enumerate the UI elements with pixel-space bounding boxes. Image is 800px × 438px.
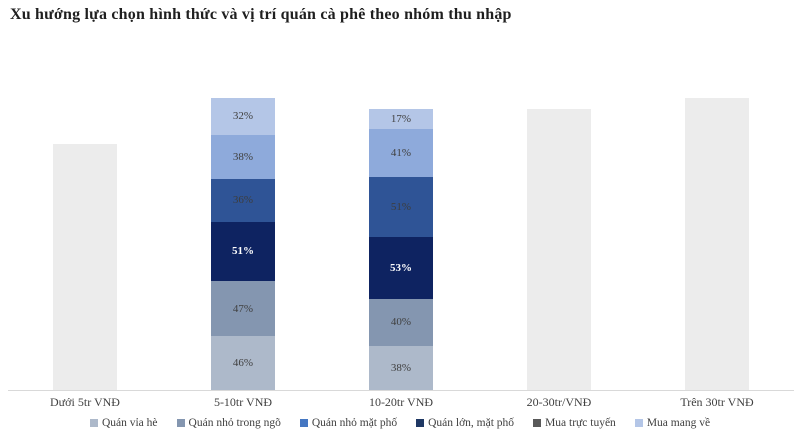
legend-item: Quán vỉa hè bbox=[89, 417, 158, 429]
bar-segment: 36% bbox=[211, 179, 275, 222]
bar-segment: 32% bbox=[211, 97, 275, 135]
legend-label: Quán nhỏ trong ngõ bbox=[188, 417, 281, 429]
x-axis-line bbox=[8, 390, 794, 391]
chart-legend: Quán vỉa hè Quán nhỏ trong ngõ Quán nhỏ mặ… bbox=[0, 417, 800, 429]
bar-segment: 53% bbox=[369, 236, 433, 299]
placeholder-bar-segment bbox=[53, 144, 117, 390]
bar-3: 38% 40% 53% 51% 41% 17% bbox=[369, 109, 433, 390]
bar-4 bbox=[527, 109, 591, 390]
bar-segment: 38% bbox=[211, 134, 275, 180]
legend-item: Quán nhỏ mặt phố bbox=[299, 417, 398, 429]
plot-area: 46% 47% 51% 36% 38% 32% 38% 40% 53% 51% 41% 17% bbox=[6, 90, 796, 390]
legend-swatch-icon bbox=[533, 419, 542, 427]
legend-swatch-icon bbox=[176, 419, 185, 427]
bar-1 bbox=[53, 144, 117, 390]
bar-2: 46% 47% 51% 36% 38% 32% bbox=[211, 97, 275, 390]
bar-5 bbox=[685, 97, 749, 390]
bar-segment: 51% bbox=[369, 177, 433, 237]
bar-segment: 41% bbox=[369, 129, 433, 178]
legend-swatch-icon bbox=[634, 419, 643, 427]
legend-item: Quán lớn, mặt phố bbox=[416, 417, 514, 429]
bar-segment: 40% bbox=[369, 298, 433, 346]
x-axis-label: 10-20tr VNĐ bbox=[368, 395, 434, 409]
legend-label: Mua trực tuyến bbox=[545, 417, 616, 429]
legend-label: Quán nhỏ mặt phố bbox=[311, 417, 398, 429]
bar-segment: 46% bbox=[211, 336, 275, 390]
legend-item: Quán nhỏ trong ngõ bbox=[176, 417, 281, 429]
category-column bbox=[6, 90, 164, 390]
category-column: 46% 47% 51% 36% 38% 32% bbox=[164, 90, 322, 390]
legend-swatch-icon bbox=[299, 419, 308, 427]
legend-item: Mua mang về bbox=[634, 417, 711, 429]
bar-segment: 17% bbox=[369, 109, 433, 130]
category-column bbox=[480, 90, 638, 390]
x-axis-label: 20-30tr/VNĐ bbox=[526, 395, 592, 409]
category-column bbox=[638, 90, 796, 390]
legend-label: Mua mang về bbox=[646, 417, 711, 429]
x-axis-labels: Dưới 5tr VNĐ 5-10tr VNĐ 10-20tr VNĐ 20-30tr… bbox=[6, 395, 796, 410]
bar-segment: 51% bbox=[211, 221, 275, 282]
bar-segment: 38% bbox=[369, 345, 433, 390]
x-axis-label: Dưới 5tr VNĐ bbox=[50, 395, 120, 409]
legend-label: Quán vỉa hè bbox=[101, 417, 158, 429]
x-axis-label: Trên 30tr VNĐ bbox=[680, 395, 754, 409]
legend-item: Mua trực tuyến bbox=[533, 417, 616, 429]
legend-swatch-icon bbox=[89, 419, 98, 427]
chart-title: Xu hướng lựa chọn hình thức và vị trí qu… bbox=[10, 6, 512, 23]
legend-swatch-icon bbox=[416, 419, 425, 427]
placeholder-bar-segment bbox=[685, 97, 749, 390]
legend-label: Quán lớn, mặt phố bbox=[428, 417, 515, 429]
category-column: 38% 40% 53% 51% 41% 17% bbox=[322, 90, 480, 390]
x-axis-label: 5-10tr VNĐ bbox=[213, 395, 273, 409]
bar-segment: 47% bbox=[211, 281, 275, 337]
placeholder-bar-segment bbox=[527, 109, 591, 390]
